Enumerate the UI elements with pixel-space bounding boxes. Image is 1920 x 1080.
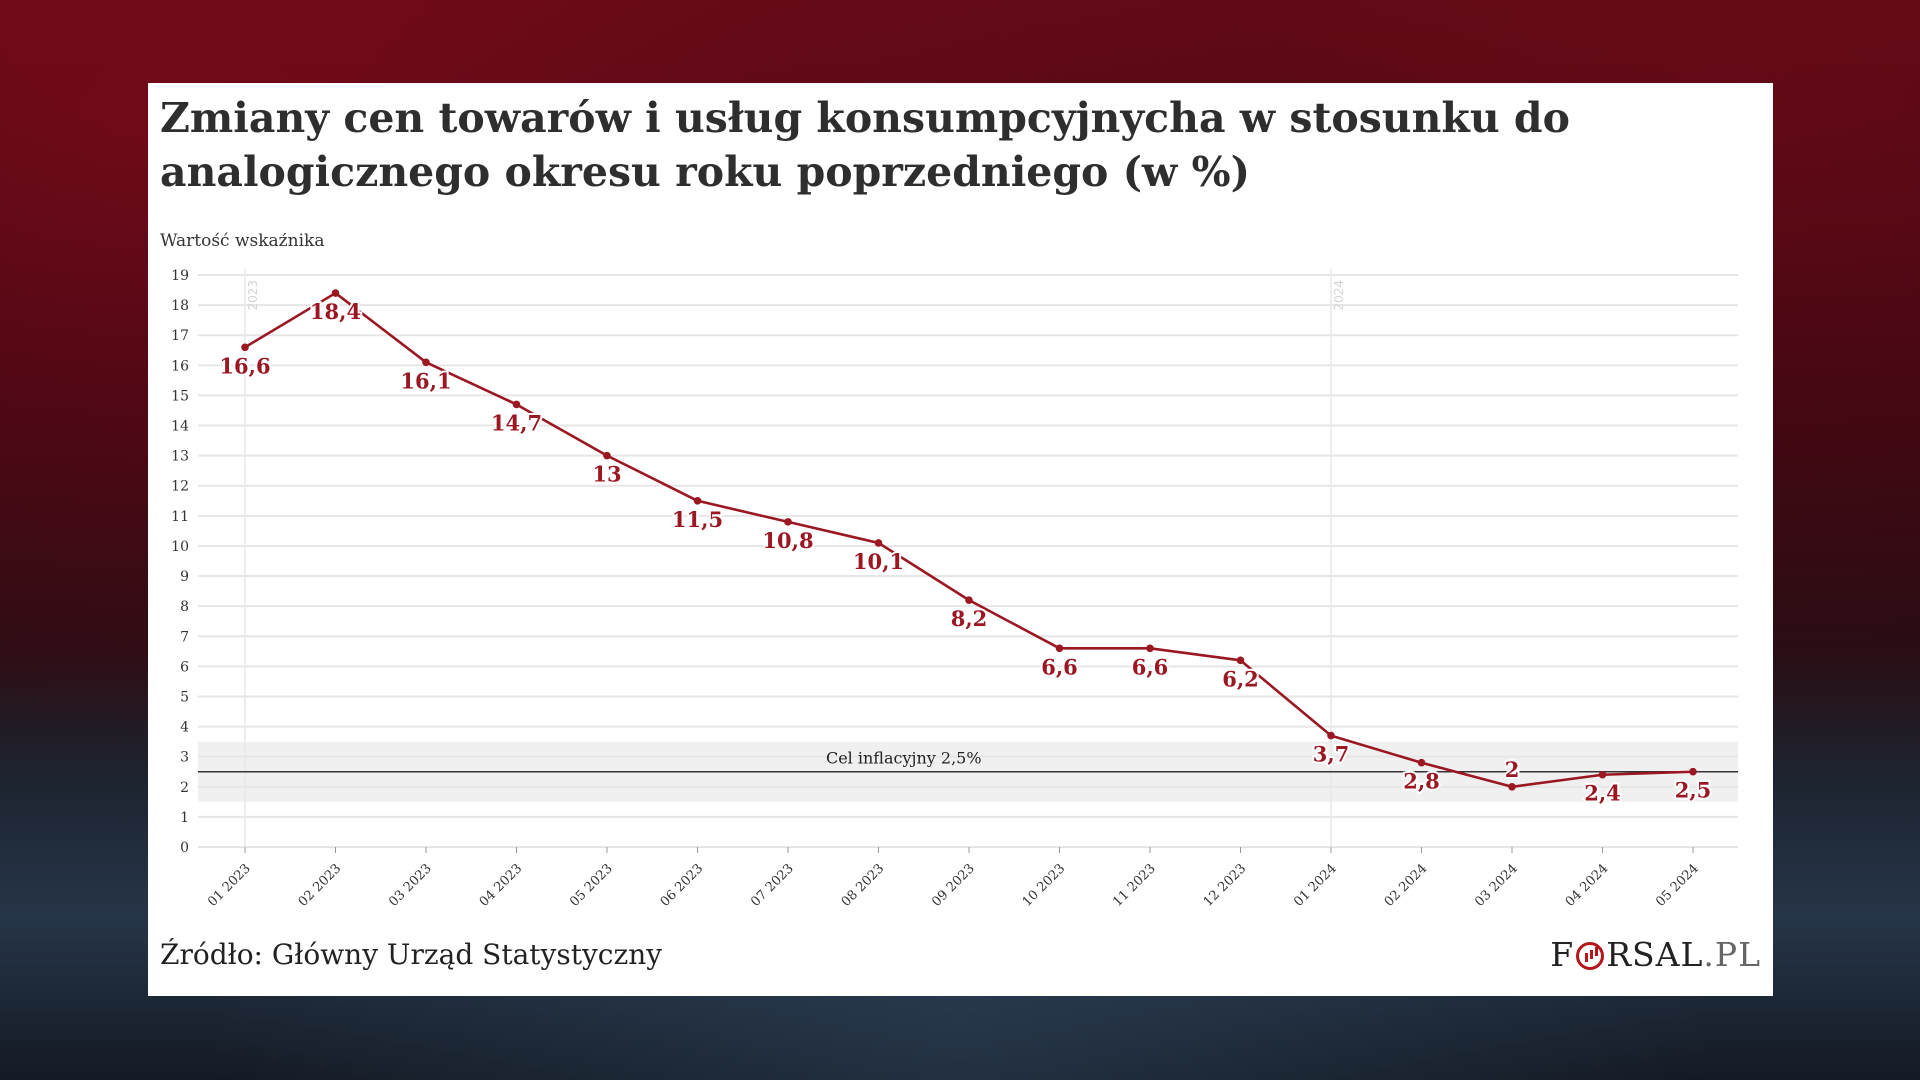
data-label: 16,6 xyxy=(219,353,270,378)
y-tick-label: 8 xyxy=(180,599,189,615)
forsal-logo: F RSAL .PL xyxy=(1550,935,1761,974)
x-tick-label: 11 2023 xyxy=(1110,861,1159,910)
data-label: 2 xyxy=(1505,757,1520,782)
data-point xyxy=(603,451,611,460)
data-point xyxy=(331,289,340,297)
logo-chart-icon xyxy=(1576,941,1605,970)
data-label: 2,8 xyxy=(1403,769,1440,794)
data-point xyxy=(965,596,973,604)
y-tick-label: 17 xyxy=(171,328,189,344)
data-label: 6,6 xyxy=(1132,654,1169,679)
data-label: 2,5 xyxy=(1675,778,1712,803)
data-label: 2,4 xyxy=(1584,781,1621,806)
y-tick-label: 7 xyxy=(180,629,189,645)
x-tick-label: 03 2023 xyxy=(386,861,435,910)
y-tick-label: 0 xyxy=(180,840,189,856)
y-tick-label: 9 xyxy=(180,569,189,585)
data-point xyxy=(512,400,521,409)
data-label: 10,8 xyxy=(762,528,813,553)
data-point xyxy=(241,343,249,352)
y-tick-label: 15 xyxy=(171,388,189,404)
target-label: Cel inflacyjny 2,5% xyxy=(826,749,982,768)
x-tick-label: 10 2023 xyxy=(1020,861,1069,910)
data-label: 6,2 xyxy=(1222,666,1259,691)
logo-suffix: .PL xyxy=(1703,935,1761,974)
y-axis-title: Wartość wskaźnika xyxy=(160,231,325,251)
y-tick-label: 18 xyxy=(171,298,189,314)
data-label: 18,4 xyxy=(310,299,361,324)
y-tick-label: 1 xyxy=(180,810,189,826)
x-tick-label: 01 2023 xyxy=(205,861,254,910)
year-marker-label: 2023 xyxy=(246,280,260,311)
data-label: 11,5 xyxy=(672,507,723,532)
x-tick-label: 02 2024 xyxy=(1382,861,1431,910)
source-note: Źródło: Główny Urząd Statystyczny xyxy=(160,938,663,971)
x-tick-label: 02 2023 xyxy=(296,861,345,910)
y-tick-label: 3 xyxy=(180,750,189,766)
y-tick-label: 19 xyxy=(171,268,189,284)
data-point xyxy=(784,518,792,526)
y-tick-label: 6 xyxy=(180,659,189,675)
series-line xyxy=(244,291,1694,789)
y-tick-label: 10 xyxy=(171,539,189,555)
data-point xyxy=(1146,644,1154,653)
data-label: 10,1 xyxy=(853,549,904,574)
y-tick-label: 13 xyxy=(171,449,189,465)
chart-title: Zmiany cen towarów i usług konsumpcyjnyc… xyxy=(160,94,1570,196)
data-point xyxy=(422,358,430,367)
x-tick-label: 05 2023 xyxy=(567,861,616,910)
data-point xyxy=(1055,644,1064,653)
data-point xyxy=(1598,770,1607,779)
y-tick-label: 4 xyxy=(180,720,189,736)
data-point xyxy=(1327,731,1335,740)
x-tick-label: 08 2023 xyxy=(839,861,888,910)
data-point xyxy=(1508,782,1516,791)
x-tick-label: 04 2023 xyxy=(477,861,526,910)
data-label: 3,7 xyxy=(1313,742,1350,767)
data-point xyxy=(1689,767,1697,776)
data-label: 13 xyxy=(592,462,621,487)
data-point xyxy=(693,496,702,505)
x-tick-label: 12 2023 xyxy=(1201,861,1250,910)
y-tick-label: 16 xyxy=(171,358,189,374)
y-tick-label: 14 xyxy=(171,419,189,435)
x-tick-label: 01 2024 xyxy=(1291,861,1340,910)
y-tick-label: 2 xyxy=(180,780,189,796)
logo-text-start: F xyxy=(1550,935,1575,974)
chart-card: Zmiany cen towarów i usług konsumpcyjnyc… xyxy=(148,83,1773,996)
y-tick-label: 5 xyxy=(180,689,189,705)
x-tick-label: 06 2023 xyxy=(658,861,707,910)
data-label: 14,7 xyxy=(491,410,542,435)
y-tick-label: 11 xyxy=(171,509,189,525)
data-point xyxy=(1236,656,1245,665)
data-point xyxy=(1417,758,1426,767)
x-tick-label: 09 2023 xyxy=(929,861,978,910)
data-label: 8,2 xyxy=(951,606,988,631)
data-point xyxy=(874,539,883,547)
x-tick-label: 07 2023 xyxy=(748,861,797,910)
y-tick-label: 12 xyxy=(171,479,189,495)
year-marker-label: 2024 xyxy=(1332,280,1346,311)
data-label: 6,6 xyxy=(1041,654,1078,679)
x-tick-label: 03 2024 xyxy=(1472,861,1521,910)
logo-text-end: RSAL xyxy=(1606,935,1704,974)
data-label: 16,1 xyxy=(400,368,451,393)
x-tick-label: 04 2024 xyxy=(1563,861,1612,910)
x-tick-label: 05 2024 xyxy=(1653,861,1702,910)
